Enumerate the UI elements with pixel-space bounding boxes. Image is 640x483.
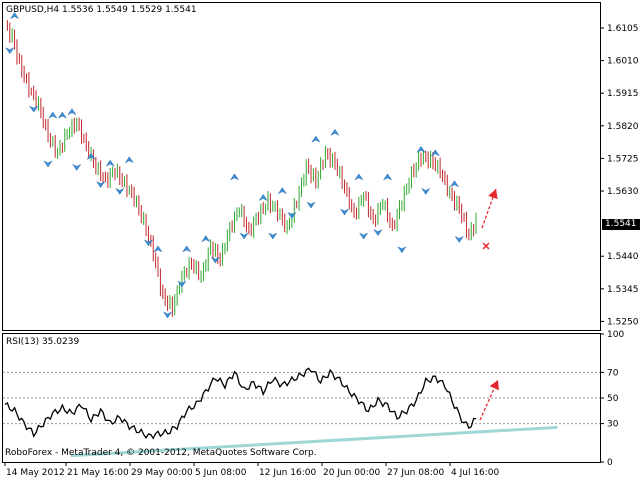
fractal-down-icon — [454, 235, 464, 243]
fractal-up-icon — [48, 111, 58, 119]
fractal-down-icon — [177, 280, 187, 288]
fractal-down-icon — [5, 47, 15, 55]
time-axis-label: 27 Jun 08:00 — [387, 468, 444, 478]
fractal-down-icon — [143, 239, 154, 247]
fractal-down-icon — [421, 187, 431, 195]
fractal-down-icon — [306, 201, 316, 209]
time-axis-label: 20 Jun 00:00 — [323, 468, 380, 478]
fractal-up-icon — [229, 173, 240, 181]
fractal-up-icon — [354, 173, 364, 181]
rsi-trendline — [70, 425, 558, 458]
fractal-up-icon — [277, 187, 288, 195]
fractal-up-icon — [181, 245, 192, 253]
rsi-line — [4, 367, 477, 440]
price-axis-label: 1.6010 — [607, 57, 639, 67]
rsi-axis-label: 30 — [607, 420, 619, 430]
fractal-up-icon — [258, 194, 268, 202]
fractal-up-icon — [9, 12, 20, 20]
fractal-down-icon — [358, 232, 369, 240]
time-axis-label: 29 May 00:00 — [131, 468, 193, 478]
price-axis-label: 1.5630 — [607, 187, 639, 197]
rsi-axis-label: 0 — [607, 458, 613, 468]
fractal-down-icon — [339, 208, 350, 216]
price-header: GBPUSD,H4 1.5536 1.5549 1.5529 1.5541 — [6, 5, 197, 15]
price-axis-label: 1.5440 — [607, 252, 639, 262]
fractal-down-icon — [210, 256, 221, 264]
price-axis-label: 1.5725 — [607, 154, 639, 164]
price-axis-label: 1.5820 — [607, 122, 639, 132]
stop-cross-icon — [482, 242, 490, 250]
fractal-down-icon — [71, 163, 82, 171]
fractal-up-icon — [330, 128, 340, 136]
fractal-down-icon — [397, 246, 407, 254]
fractal-up-icon — [382, 173, 393, 181]
fractal-down-icon — [28, 105, 39, 113]
fractal-up-icon — [67, 108, 77, 116]
price-panel[interactable] — [2, 2, 601, 331]
rsi-axis-label: 100 — [607, 330, 624, 340]
time-axis-label: 21 May 16:00 — [67, 468, 129, 478]
fractal-up-icon — [153, 245, 163, 253]
fractal-up-icon — [416, 145, 426, 154]
fractal-up-icon — [124, 156, 135, 164]
price-axis-label: 1.6105 — [607, 24, 639, 34]
time-axis-label: 14 May 2012 — [6, 468, 65, 478]
fractal-down-icon — [95, 180, 106, 189]
copyright-text: RoboForex - MetaTrader 4, © 2001-2012, M… — [5, 448, 317, 458]
time-axis-label: 4 Jul 16:00 — [451, 468, 500, 478]
fractal-up-icon — [201, 235, 211, 243]
fractal-down-icon — [239, 232, 249, 240]
fractal-down-icon — [268, 232, 278, 240]
price-axis-label: 1.5250 — [607, 317, 639, 327]
fractal-down-icon — [373, 228, 383, 237]
rsi-axis-label: 70 — [607, 368, 619, 378]
fractal-up-icon — [86, 152, 96, 160]
price-axis-label: 1.5915 — [607, 89, 639, 99]
fractal-down-icon — [162, 311, 173, 319]
current-price-label: 1.5541 — [602, 219, 640, 230]
fractal-up-icon — [430, 149, 441, 157]
fractal-down-icon — [115, 187, 125, 195]
time-axis-label: 5 Jun 08:00 — [195, 468, 247, 478]
fractal-up-icon — [105, 159, 115, 167]
forecast-arrow-price-shaft — [481, 188, 497, 229]
fractal-down-icon — [287, 211, 297, 219]
price-axis-label: 1.5345 — [607, 285, 639, 295]
fractal-up-icon — [449, 180, 460, 188]
forecast-arrow-rsi-icon — [489, 380, 499, 391]
rsi-axis-label: 50 — [607, 394, 619, 404]
rsi-header: RSI(13) 35.0239 — [6, 337, 80, 347]
time-axis-label: 12 Jun 16:00 — [259, 468, 316, 478]
fractal-down-icon — [43, 160, 53, 168]
fractal-up-icon — [311, 135, 321, 143]
fractal-up-icon — [57, 111, 68, 119]
forecast-arrow-price-icon — [488, 189, 498, 200]
